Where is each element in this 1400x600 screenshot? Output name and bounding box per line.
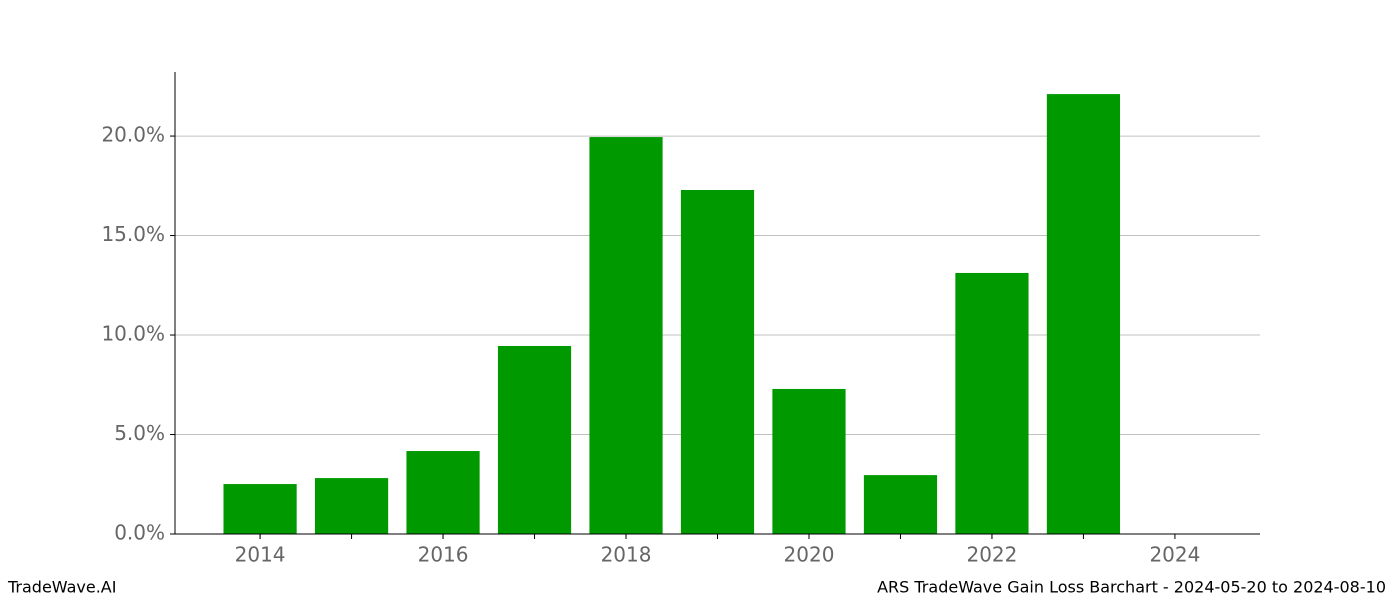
y-tick-label: 0.0% <box>114 521 165 545</box>
x-tick-label: 2024 <box>1149 543 1200 567</box>
chart-title: ARS TradeWave Gain Loss Barchart - 2024-… <box>877 578 1386 597</box>
bar <box>680 189 755 535</box>
x-tick-label: 2022 <box>966 543 1017 567</box>
bar <box>223 484 297 534</box>
x-tick-label: 2014 <box>235 543 286 567</box>
bar <box>772 388 846 534</box>
bar <box>589 137 663 534</box>
x-tick-label: 2020 <box>784 543 835 567</box>
watermark: TradeWave.AI <box>7 578 116 597</box>
x-tick-label: 2016 <box>418 543 469 567</box>
bar <box>955 272 1029 534</box>
y-tick-label: 20.0% <box>101 123 165 147</box>
bar <box>314 478 389 534</box>
bar <box>863 475 938 534</box>
bar <box>1046 94 1121 535</box>
y-tick-label: 10.0% <box>101 322 165 346</box>
y-tick-label: 5.0% <box>114 421 165 445</box>
x-tick-label: 2018 <box>601 543 652 567</box>
bar <box>406 451 480 534</box>
y-tick-label: 15.0% <box>101 222 165 246</box>
bar <box>497 345 572 534</box>
